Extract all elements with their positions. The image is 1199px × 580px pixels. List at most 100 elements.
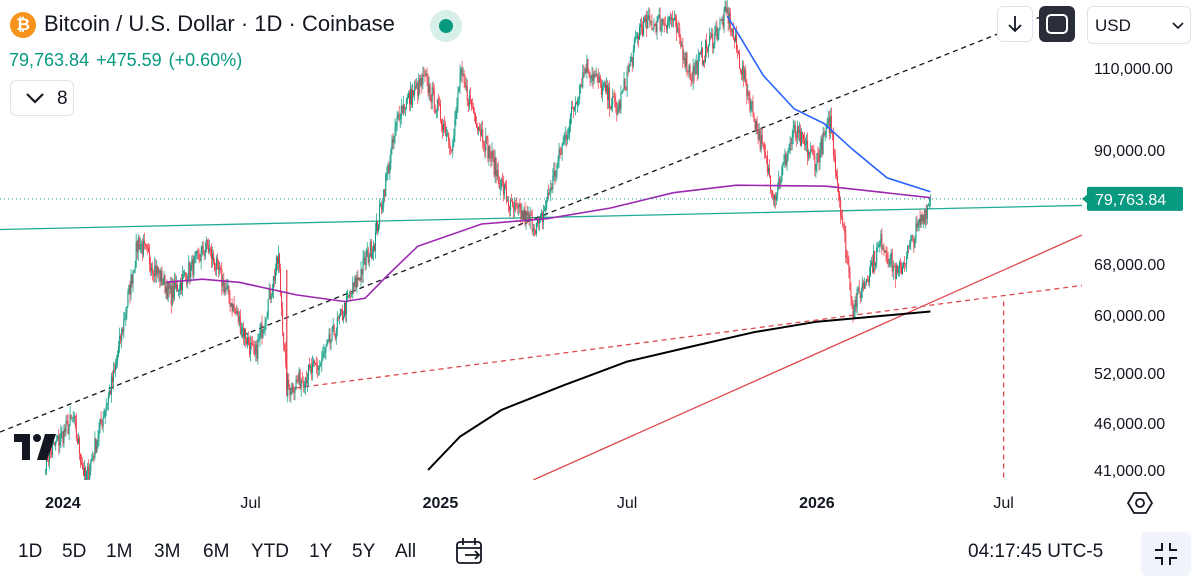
candle	[871, 256, 873, 267]
candle	[353, 281, 355, 295]
candle-body	[865, 279, 867, 284]
download-button[interactable]	[997, 6, 1033, 42]
sma-blue-line[interactable]	[726, 15, 931, 193]
candle	[505, 179, 507, 205]
candle-body	[696, 61, 698, 75]
candle-body	[456, 105, 458, 111]
candle	[864, 281, 866, 289]
candle	[714, 25, 716, 49]
range-3m-button[interactable]: 3M	[154, 541, 181, 562]
candle-body	[856, 289, 858, 308]
candle	[156, 260, 158, 283]
candle-body	[642, 26, 644, 36]
candle	[323, 344, 325, 358]
candle-body	[596, 74, 598, 76]
candle-body	[450, 147, 452, 150]
candle-body	[289, 387, 291, 395]
candle-body	[588, 71, 590, 73]
candle-body	[677, 28, 679, 33]
candle-body	[183, 274, 185, 276]
candle	[799, 124, 801, 147]
trend-line-3[interactable]	[286, 284, 1082, 390]
candle	[723, 6, 725, 33]
candle	[587, 58, 589, 74]
candle-body	[544, 209, 546, 212]
price-chart[interactable]: 110,000.0090,000.0068,000.0060,000.0052,…	[0, 0, 1199, 522]
candle	[461, 61, 463, 84]
exit-fullscreen-button[interactable]	[1141, 532, 1191, 576]
indicators-toggle-button[interactable]: 8	[10, 80, 74, 116]
candle-body	[657, 16, 659, 22]
candle-body	[270, 295, 272, 300]
candle-body	[103, 416, 105, 418]
candle-body	[220, 267, 222, 270]
market-status-icon[interactable]	[430, 10, 462, 42]
candle-body	[216, 258, 218, 270]
candle	[532, 223, 534, 237]
sma-purple-line[interactable]	[166, 184, 931, 303]
candle-body	[535, 223, 537, 234]
candle-body	[827, 118, 829, 122]
candle	[450, 145, 452, 155]
candle	[607, 79, 609, 110]
candle	[646, 10, 648, 38]
candle	[519, 198, 521, 214]
candle-body	[98, 428, 100, 439]
screenshot-button[interactable]	[1039, 6, 1075, 42]
date-range-icon[interactable]	[452, 535, 488, 569]
sma-black-line[interactable]	[427, 310, 931, 471]
candle	[557, 155, 559, 169]
candle	[399, 113, 401, 129]
chart-settings-icon[interactable]	[1126, 490, 1154, 516]
currency-select[interactable]: USD	[1087, 6, 1191, 44]
candle-body	[94, 438, 96, 458]
symbol-title[interactable]: Bitcoin / U.S. Dollar · 1D · Coinbase	[44, 11, 395, 36]
candle	[281, 291, 283, 317]
range-5d-button[interactable]: 5D	[62, 541, 87, 562]
range-6m-button[interactable]: 6M	[203, 541, 230, 562]
y-axis[interactable]: 110,000.0090,000.0068,000.0060,000.0052,…	[1082, 61, 1183, 480]
candle-body	[888, 264, 890, 266]
trend-line-0[interactable]	[0, 204, 1082, 231]
candle	[261, 315, 263, 345]
candle	[858, 280, 860, 293]
candle-body	[185, 272, 187, 276]
candle-body	[520, 210, 522, 220]
candle	[306, 372, 308, 393]
candle-body	[528, 212, 530, 221]
candle	[746, 79, 748, 105]
candle	[193, 255, 195, 279]
candle-body	[758, 128, 760, 140]
y-tick-label: 52,000.00	[1094, 366, 1165, 383]
candle	[618, 99, 620, 113]
plot-area[interactable]	[0, 0, 1082, 488]
range-1y-button[interactable]: 1Y	[309, 541, 333, 562]
range-5y-button[interactable]: 5Y	[352, 541, 376, 562]
candle	[304, 376, 306, 396]
candle	[850, 282, 852, 306]
candle-body	[355, 277, 357, 288]
trend-line-2[interactable]	[532, 234, 1082, 480]
candle	[70, 414, 72, 420]
candle	[681, 41, 683, 48]
range-all-button[interactable]: All	[395, 541, 417, 562]
candle	[576, 100, 578, 105]
range-1m-button[interactable]: 1M	[106, 541, 133, 562]
candle	[365, 248, 367, 270]
candle	[771, 189, 773, 199]
trend-line-1[interactable]	[0, 15, 1044, 433]
candle	[477, 122, 479, 135]
candle-body	[886, 253, 888, 259]
candle-body	[752, 101, 754, 114]
x-axis[interactable]: 2024 Jul 2025 Jul 2026 Jul	[45, 495, 1014, 512]
candle	[582, 64, 584, 89]
candle-body	[325, 346, 327, 351]
candle-body	[534, 229, 536, 234]
candle-body	[582, 72, 584, 88]
range-1d-button[interactable]: 1D	[18, 541, 43, 562]
candle	[815, 163, 817, 178]
candle-body	[110, 376, 112, 395]
candle	[422, 66, 424, 90]
clock[interactable]: 04:17:45 UTC-5	[968, 541, 1104, 562]
range-ytd-button[interactable]: YTD	[251, 541, 289, 562]
